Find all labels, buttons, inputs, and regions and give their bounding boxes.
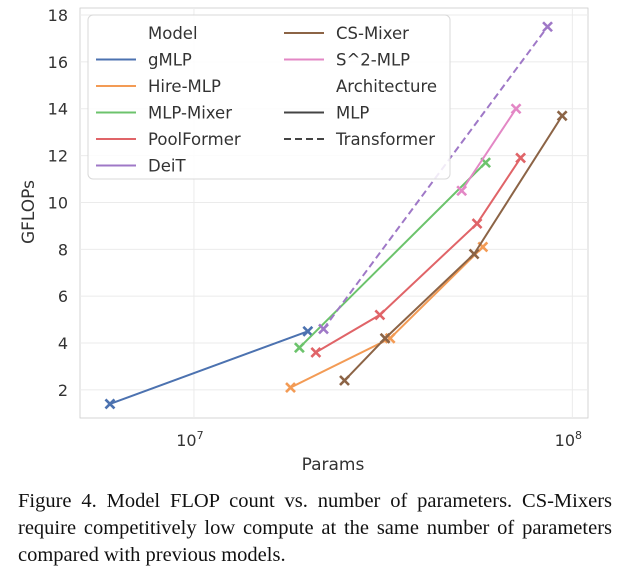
- legend-entry: Hire-MLP: [148, 77, 221, 96]
- x-tick-label: 108: [555, 429, 582, 450]
- series-line-poolformer: [315, 157, 522, 354]
- marker-stroke: [293, 342, 305, 354]
- marker-stroke: [310, 346, 322, 358]
- data-point-marker: [556, 110, 568, 122]
- marker-stroke: [480, 157, 492, 169]
- legend-entry: MLP-Mixer: [148, 104, 232, 123]
- legend-entry: S^2-MLP: [336, 51, 410, 70]
- data-point-marker: [379, 332, 391, 344]
- marker-stroke: [542, 21, 553, 33]
- y-tick-label: 16: [48, 53, 68, 72]
- y-tick-label: 12: [48, 147, 68, 166]
- marker-stroke: [456, 185, 468, 197]
- y-tick-label: 2: [58, 381, 68, 400]
- series-line-cs-mixer: [343, 115, 564, 382]
- y-tick-label: 10: [48, 193, 68, 212]
- legend-entry: PoolFormer: [148, 130, 241, 149]
- marker-stroke: [104, 398, 116, 410]
- y-tick-label: 4: [58, 334, 68, 353]
- x-tick-label: 107: [176, 429, 203, 450]
- legend-title: Model: [148, 24, 198, 43]
- marker-stroke: [468, 248, 480, 260]
- marker-stroke: [471, 218, 483, 229]
- marker-stroke: [379, 332, 391, 344]
- x-axis-label: Params: [302, 455, 365, 475]
- legend-entry: Transformer: [335, 130, 435, 149]
- data-point-marker: [468, 248, 480, 260]
- data-point-marker: [302, 325, 314, 337]
- marker-stroke: [374, 309, 386, 321]
- legend-entry: CS-Mixer: [336, 24, 409, 43]
- data-point-marker: [285, 382, 296, 393]
- data-point-marker: [310, 346, 322, 358]
- marker-stroke: [510, 103, 522, 115]
- data-point-marker: [456, 185, 468, 197]
- y-tick-label: 18: [48, 6, 68, 25]
- data-point-marker: [515, 152, 527, 164]
- legend-entry: MLP: [336, 104, 369, 123]
- marker-stroke: [515, 152, 527, 164]
- data-point-marker: [104, 398, 116, 410]
- marker-stroke: [477, 241, 489, 253]
- data-point-marker: [471, 218, 483, 229]
- legend-box: [87, 14, 451, 180]
- y-axis-label: GFLOPs: [19, 180, 39, 244]
- y-tick-label: 6: [58, 287, 68, 306]
- flops-vs-params-chart: 2 4 6 8 10 12 14 16 18 107 108 Model gMLP Hire-MLP ML…: [19, 6, 589, 475]
- data-point-marker: [318, 323, 329, 335]
- marker-stroke: [556, 110, 568, 122]
- y-tick-label: 8: [58, 240, 68, 259]
- data-point-marker: [293, 342, 305, 354]
- marker-stroke: [339, 375, 350, 386]
- series-line-gmlp: [109, 330, 309, 405]
- legend-title: Architecture: [336, 77, 437, 96]
- series-line-s-2-mlp: [460, 108, 517, 192]
- legend-entry: gMLP: [148, 51, 192, 70]
- marker-stroke: [318, 323, 329, 335]
- marker-stroke: [302, 325, 314, 337]
- y-tick-label: 14: [48, 100, 68, 119]
- data-point-marker: [374, 309, 386, 321]
- data-point-marker: [510, 103, 522, 115]
- data-point-marker: [339, 375, 350, 386]
- legend-entry: DeiT: [148, 157, 186, 176]
- marker-stroke: [285, 382, 296, 393]
- series-line-mlp-mixer: [298, 161, 487, 349]
- figure-caption: Figure 4. Model FLOP count vs. number of…: [18, 490, 612, 566]
- data-point-marker: [542, 21, 553, 33]
